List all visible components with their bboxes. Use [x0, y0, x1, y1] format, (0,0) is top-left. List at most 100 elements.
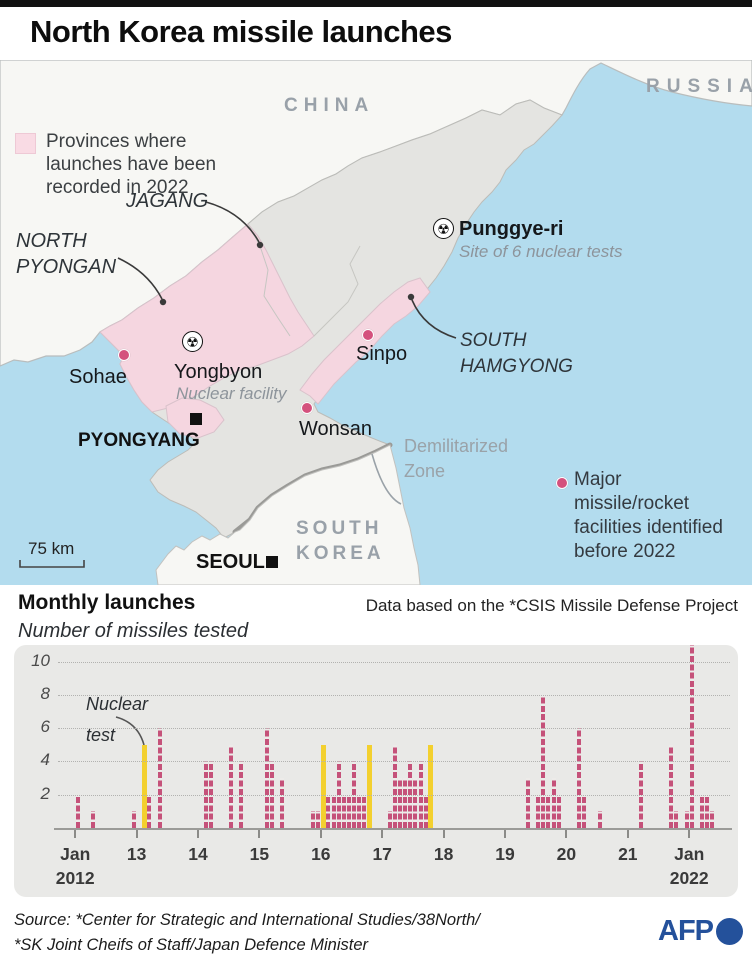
y-axis-tick-label: 4 — [40, 750, 50, 770]
chart-bar-launches — [699, 794, 704, 828]
chart-bar-launches — [582, 794, 587, 828]
place-note-punggye-ri: Site of 6 nuclear tests — [459, 242, 623, 261]
chart-bar-launches — [387, 811, 392, 828]
gridline — [58, 761, 730, 763]
chart-bar-launches — [577, 728, 582, 828]
chart-bar-launches — [689, 644, 694, 828]
launch-provinces-west — [99, 223, 315, 413]
x-axis-tick-sublabel: 2012 — [55, 868, 95, 888]
gridline — [58, 694, 730, 696]
chart-bar-launches — [265, 728, 270, 828]
chart-bar-launches — [710, 811, 715, 828]
afp-logo: AFP — [658, 915, 743, 948]
chart-bar-launches — [280, 778, 285, 828]
chart-bar-launches — [316, 811, 321, 828]
province-legend-swatch — [15, 133, 36, 154]
chart-bar-launches — [556, 794, 561, 828]
chart-bar-launches — [551, 778, 556, 828]
x-axis-tick-mark — [442, 830, 445, 838]
label-leader-lines — [117, 201, 457, 339]
chart-bar-launches — [147, 794, 152, 828]
x-axis-tick-label: 17 — [372, 844, 392, 864]
chart-bar-launches — [326, 794, 331, 828]
x-axis-line — [54, 828, 732, 830]
map-canvas — [0, 60, 752, 585]
y-axis-tick-label: 8 — [40, 683, 50, 703]
gridline — [58, 794, 730, 796]
chart-bar-launches — [362, 794, 367, 828]
place-label-pyongyang: PYONGYANG — [78, 430, 200, 451]
chart-source-note: Data based on the *CSIS Missile Defense … — [365, 596, 738, 615]
province-label-north-pyongan: NORTH PYONGAN — [16, 230, 117, 278]
chart-bar-nuclear-test — [428, 744, 434, 828]
afp-logo-globe — [716, 918, 743, 945]
place-label-seoul: SEOUL — [196, 551, 265, 573]
nuclear-site-icon-punggye-ri: ☢ — [433, 218, 454, 239]
province-label-south-hamgyong: SOUTH HAMGYONG — [460, 330, 573, 377]
bar-chart-panel: Nuclear test 2 4 6 8 10 Jan 2012 13 14 15 16 17 18 19… — [14, 644, 738, 897]
x-axis-tick-mark — [565, 830, 568, 838]
capital-marker-pyongyang — [190, 413, 202, 425]
chart-bar-launches — [526, 778, 531, 828]
chart-subheading: Number of missiles tested — [18, 620, 249, 642]
x-axis-tick-label: 13 — [126, 844, 147, 864]
place-label-sohae: Sohae — [69, 366, 127, 388]
place-label-yongbyon: Yongbyon — [174, 361, 263, 383]
chart-bar-launches — [597, 811, 602, 828]
x-axis-tick-mark — [504, 830, 506, 838]
y-axis-tick-label: 10 — [31, 650, 50, 670]
chart-bar-launches — [311, 811, 316, 828]
chart-bar-nuclear-test — [366, 744, 372, 828]
top-black-bar — [0, 0, 752, 7]
province-border-lines — [247, 223, 361, 337]
x-axis-tick-label: 20 — [556, 844, 577, 864]
province-legend-label: Provinces where launches have been recor… — [46, 131, 217, 198]
afp-logo-text: AFP — [658, 915, 714, 947]
country-label-russia: RUSSIA — [646, 76, 752, 97]
chart-bar-launches — [674, 811, 679, 828]
scale-label: 75 km — [28, 539, 75, 558]
place-label-punggye-ri: Punggye-ri — [459, 218, 564, 240]
chart-heading: Monthly launches — [18, 591, 196, 614]
x-axis-tick-label: Jan 2012 — [40, 842, 110, 890]
chart-bar-launches — [684, 811, 689, 828]
chart-bar-launches — [341, 794, 346, 828]
chart-bar-nuclear-test — [142, 744, 148, 828]
source-line-1: Source: *Center for Strategic and Intern… — [14, 911, 480, 929]
x-axis-tick-mark — [135, 830, 138, 838]
launch-province-south-hamgyong — [299, 277, 431, 405]
x-axis-tick-label: 19 — [495, 844, 515, 864]
x-axis-tick-label: 16 — [311, 844, 331, 864]
dmz-leader-line — [371, 453, 402, 505]
place-label-sinpo: Sinpo — [356, 343, 408, 365]
chart-bar-launches — [132, 811, 137, 828]
x-axis-tick-label: Jan 2022 — [654, 842, 724, 890]
chart-bar-launches — [413, 778, 418, 828]
y-axis-tick-label: 2 — [40, 783, 50, 803]
x-axis-tick-mark — [74, 830, 77, 838]
x-axis-tick-mark — [319, 830, 322, 838]
annotation-leader-line — [115, 716, 145, 746]
x-axis-tick-mark — [258, 830, 261, 838]
x-axis-tick-sublabel: 2022 — [669, 868, 709, 888]
chart-bar-launches — [357, 794, 362, 828]
chart-bar-launches — [705, 794, 710, 828]
nuclear-site-icon-yongbyon: ☢ — [182, 331, 203, 352]
x-axis-tick-mark — [381, 830, 384, 838]
chart-bar-launches — [398, 778, 403, 828]
map: Provinces where launches have been recor… — [0, 60, 752, 585]
x-axis-tick-label: 14 — [188, 844, 208, 864]
place-note-yongbyon: Nuclear facility — [176, 384, 287, 403]
south-korea-land — [155, 444, 421, 585]
place-label-wonsan: Wonsan — [299, 418, 373, 440]
facility-legend-label: Major missile/rocket facilities identifi… — [574, 469, 723, 562]
chart-bar-launches — [536, 794, 541, 828]
chart-bar-launches — [392, 744, 397, 828]
x-axis-tick-mark — [197, 830, 199, 838]
gridline — [58, 728, 730, 730]
country-label-china: CHINA — [284, 95, 375, 116]
chart-bar-launches — [91, 811, 96, 828]
chart-bar-launches — [331, 794, 336, 828]
capital-marker-seoul — [266, 556, 278, 568]
